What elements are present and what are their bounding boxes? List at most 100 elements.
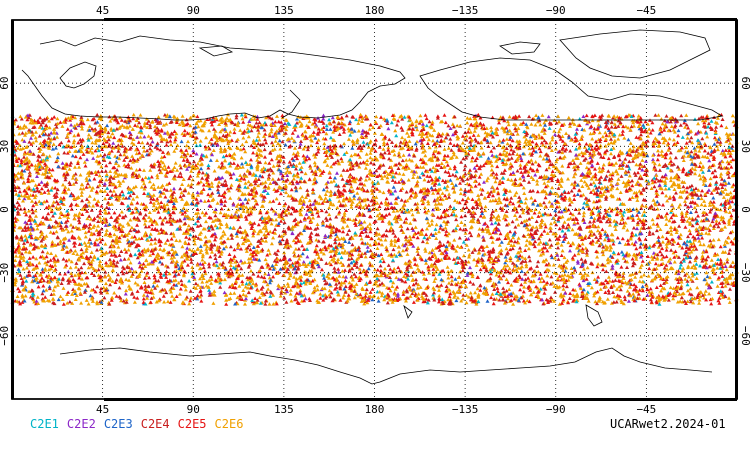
obs-point bbox=[404, 299, 408, 303]
obs-point bbox=[152, 201, 156, 205]
obs-point bbox=[377, 282, 382, 287]
obs-point bbox=[195, 161, 200, 166]
obs-point bbox=[550, 135, 555, 139]
obs-point bbox=[639, 132, 643, 137]
obs-point bbox=[434, 222, 439, 227]
obs-point bbox=[543, 269, 548, 274]
obs-point bbox=[324, 127, 329, 131]
obs-point bbox=[85, 209, 90, 213]
obs-point bbox=[148, 123, 153, 127]
obs-point bbox=[554, 222, 559, 227]
obs-point bbox=[71, 287, 76, 291]
obs-point bbox=[561, 262, 566, 267]
obs-point bbox=[13, 282, 18, 287]
obs-point bbox=[452, 164, 457, 169]
obs-point bbox=[294, 166, 298, 171]
obs-point bbox=[286, 207, 290, 211]
obs-point bbox=[515, 169, 520, 173]
obs-point bbox=[472, 148, 477, 152]
obs-point bbox=[322, 146, 327, 150]
obs-point bbox=[475, 219, 480, 224]
obs-point bbox=[71, 193, 76, 198]
obs-point bbox=[613, 227, 618, 231]
obs-point bbox=[187, 236, 192, 241]
obs-point bbox=[527, 146, 532, 151]
obs-point bbox=[377, 232, 382, 236]
obs-point bbox=[195, 174, 200, 178]
obs-point bbox=[438, 223, 443, 228]
obs-point bbox=[593, 299, 598, 304]
obs-point bbox=[274, 262, 279, 266]
obs-point bbox=[193, 163, 198, 167]
obs-point bbox=[186, 223, 191, 228]
obs-point bbox=[584, 165, 589, 170]
obs-point bbox=[635, 222, 640, 227]
obs-point bbox=[274, 156, 279, 161]
obs-point bbox=[183, 210, 187, 214]
obs-point bbox=[423, 249, 428, 253]
obs-point bbox=[244, 281, 249, 286]
obs-point bbox=[269, 221, 274, 226]
obs-point bbox=[66, 269, 71, 274]
obs-point bbox=[154, 222, 159, 226]
obs-point bbox=[429, 222, 434, 226]
obs-point bbox=[428, 167, 433, 172]
obs-point bbox=[684, 122, 689, 127]
obs-point bbox=[246, 265, 251, 269]
obs-point bbox=[368, 229, 373, 234]
obs-point bbox=[189, 296, 193, 300]
obs-point bbox=[437, 299, 441, 304]
obs-point bbox=[405, 131, 410, 135]
obs-point bbox=[404, 140, 409, 144]
obs-point bbox=[481, 163, 486, 168]
obs-point bbox=[678, 232, 683, 237]
obs-point bbox=[357, 211, 362, 215]
obs-point bbox=[294, 179, 299, 184]
obs-point bbox=[688, 154, 693, 158]
obs-point bbox=[304, 123, 309, 128]
obs-point bbox=[588, 153, 593, 157]
obs-point bbox=[400, 117, 405, 121]
obs-point bbox=[577, 152, 582, 157]
obs-point bbox=[216, 265, 221, 270]
map-plot-area bbox=[10, 18, 739, 401]
obs-point bbox=[485, 244, 489, 248]
obs-point bbox=[426, 298, 431, 302]
obs-point bbox=[541, 301, 546, 306]
obs-point bbox=[433, 169, 437, 174]
obs-point bbox=[678, 202, 683, 207]
obs-point bbox=[156, 278, 161, 283]
obs-point bbox=[508, 258, 513, 263]
obs-point bbox=[320, 201, 325, 205]
obs-point bbox=[389, 252, 394, 256]
obs-point bbox=[135, 194, 140, 199]
obs-point bbox=[531, 168, 536, 173]
obs-point bbox=[108, 282, 113, 287]
obs-point bbox=[111, 141, 116, 145]
obs-point bbox=[433, 154, 438, 159]
obs-point bbox=[683, 199, 687, 203]
obs-point bbox=[293, 247, 298, 251]
obs-point bbox=[503, 255, 508, 259]
obs-point bbox=[237, 284, 242, 288]
obs-point bbox=[585, 265, 590, 270]
obs-point bbox=[363, 166, 368, 170]
obs-point bbox=[51, 200, 56, 204]
obs-point bbox=[298, 288, 303, 293]
obs-point bbox=[587, 167, 591, 171]
obs-point bbox=[368, 290, 373, 294]
obs-point bbox=[504, 277, 509, 281]
obs-point bbox=[630, 263, 635, 268]
obs-point bbox=[106, 130, 111, 135]
obs-point bbox=[604, 284, 608, 289]
obs-point bbox=[579, 257, 584, 261]
obs-point bbox=[299, 169, 304, 174]
obs-point bbox=[490, 163, 494, 168]
obs-point bbox=[443, 135, 448, 140]
obs-point bbox=[248, 252, 253, 256]
obs-point bbox=[705, 190, 710, 194]
obs-point bbox=[352, 196, 356, 201]
obs-point bbox=[650, 178, 655, 182]
obs-point bbox=[379, 201, 384, 205]
